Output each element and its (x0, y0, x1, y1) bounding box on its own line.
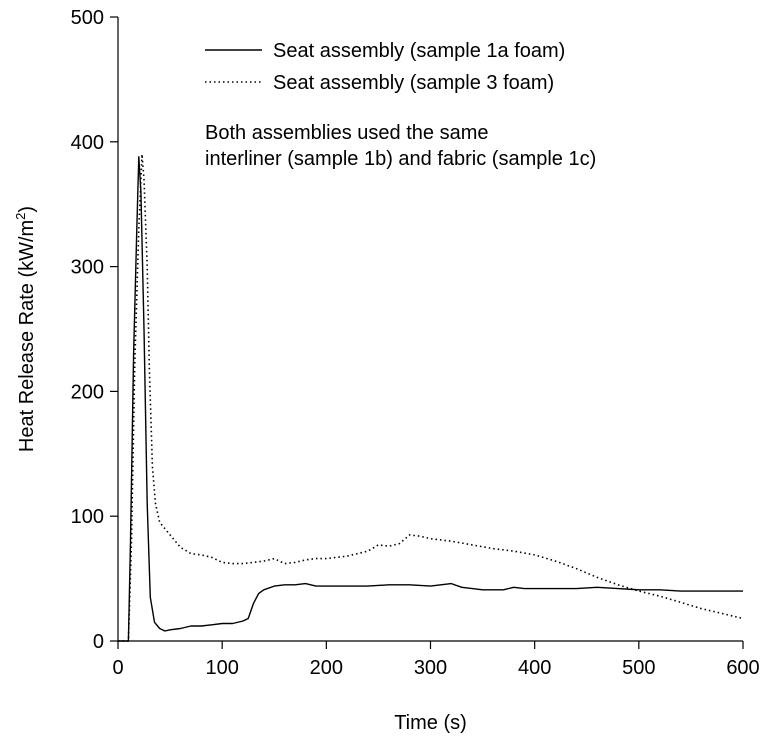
y-axis-label-superscript: 2 (13, 213, 28, 220)
annotation: Both assemblies used the same interliner… (205, 122, 596, 170)
x-tick-label: 0 (112, 657, 123, 679)
x-tick-label: 400 (518, 657, 551, 679)
y-axis-label: Heat Release Rate (kW/m2) (13, 206, 38, 452)
x-tick-label: 200 (310, 657, 343, 679)
x-tick-label: 600 (726, 657, 759, 679)
axes (118, 17, 743, 641)
annotation-line-1: Both assemblies used the same (205, 122, 489, 144)
y-tick-label: 200 (71, 381, 104, 403)
y-axis-label-close: ) (16, 206, 38, 213)
series-line-2 (118, 154, 743, 641)
x-tick-label: 300 (414, 657, 447, 679)
series-line-1 (118, 157, 743, 641)
series-lines (118, 154, 743, 641)
y-tick-label: 100 (71, 506, 104, 528)
annotation-line-2: interliner (sample 1b) and fabric (sampl… (205, 148, 596, 170)
tick-marks: 0 100 200 300 400 500 600 0 100 200 300 400 500 (71, 7, 760, 679)
y-tick-label: 300 (71, 257, 104, 279)
y-tick-label: 500 (71, 7, 104, 29)
x-axis-label: Time (s) (394, 712, 467, 734)
legend: Seat assembly (sample 1a foam) Seat asse… (205, 40, 565, 94)
y-tick-label: 0 (93, 631, 104, 653)
y-tick-label: 400 (71, 132, 104, 154)
legend-label-series-1a: Seat assembly (sample 1a foam) (273, 40, 565, 62)
x-tick-label: 500 (622, 657, 655, 679)
y-axis-label-main: Heat Release Rate (kW/m (16, 220, 38, 452)
x-tick-label: 100 (205, 657, 238, 679)
legend-label-series-3: Seat assembly (sample 3 foam) (273, 72, 554, 94)
